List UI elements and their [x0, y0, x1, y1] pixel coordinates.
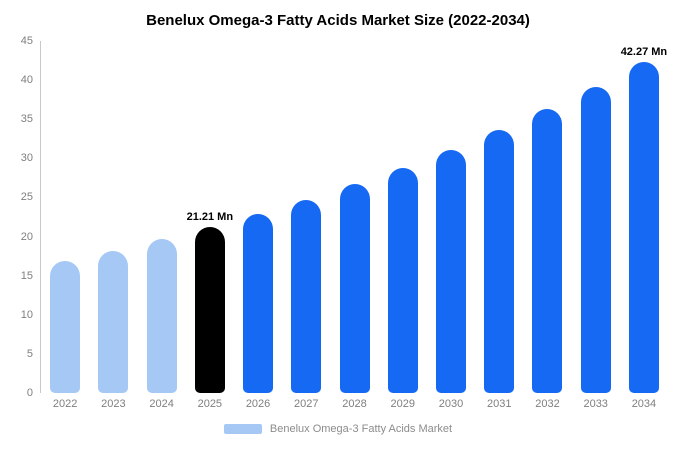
bar-2029	[387, 167, 418, 393]
x-axis-label: 2034	[631, 398, 657, 410]
bar-2028	[339, 184, 370, 393]
legend-swatch	[223, 424, 262, 434]
bar-column: 2033	[572, 41, 620, 415]
bar-2024	[146, 239, 177, 393]
x-axis-label: 2029	[390, 398, 415, 410]
x-axis-label: 2022	[52, 398, 78, 410]
y-tick-label: 20	[20, 230, 33, 243]
bar-column: 2031	[475, 41, 523, 415]
bar-column: 2032	[523, 41, 571, 415]
legend-label: Benelux Omega-3 Fatty Acids Market	[269, 423, 453, 435]
y-tick-label: 5	[26, 347, 33, 360]
y-tick-label: 30	[20, 152, 33, 165]
bar-column: 2026	[234, 41, 282, 415]
bar-2022	[50, 261, 81, 393]
bar-column: 2022	[41, 41, 89, 415]
x-axis-label: 2033	[583, 398, 608, 410]
bar-column: 42.27 Mn 2034	[620, 41, 668, 415]
bar-column: 2023	[89, 41, 137, 415]
x-axis-label: 2031	[486, 398, 512, 410]
bar-column: 2027	[282, 41, 330, 415]
bar-column: 2024	[137, 41, 185, 415]
y-tick-label: 35	[20, 113, 33, 126]
bar-2025	[194, 227, 225, 393]
bar-2023	[98, 250, 129, 393]
bar-column: 21.21 Mn 2025	[186, 41, 234, 415]
plot-area: 2022 2023 2024 21.21 Mn 2025 2026 2027 2028 2029…	[41, 41, 668, 415]
plot-row: 0 5 10 15 20 25 30 35 40 45 2022 2023 2024 21.21 Mn 2…	[8, 35, 668, 415]
x-axis-label: 2023	[101, 398, 126, 410]
y-tick-label: 0	[26, 387, 33, 399]
bar-2034	[628, 62, 659, 393]
x-axis-label: 2030	[438, 398, 464, 410]
x-axis-label: 2026	[245, 398, 271, 410]
bar-2026	[243, 213, 274, 393]
bar-2027	[291, 199, 322, 393]
y-axis: 0 5 10 15 20 25 30 35 40 45	[8, 35, 41, 399]
y-tick-label: 15	[20, 269, 33, 282]
x-axis-label: 2024	[149, 398, 174, 410]
legend: Benelux Omega-3 Fatty Acids Market	[8, 423, 668, 435]
bar-value-label: 21.21 Mn	[186, 211, 234, 224]
bar-value-label: 42.27 Mn	[620, 46, 668, 59]
x-axis-label: 2028	[342, 398, 367, 410]
bar-2031	[484, 130, 515, 393]
y-tick-label: 25	[20, 191, 33, 204]
chart-title: Benelux Omega-3 Fatty Acids Market Size …	[146, 12, 530, 29]
x-axis-label: 2025	[197, 398, 223, 410]
bar-2033	[580, 86, 611, 393]
y-tick-label: 40	[20, 74, 33, 87]
bar-column: 2030	[427, 41, 475, 415]
y-tick-label: 10	[20, 308, 33, 321]
bar-column: 2029	[379, 41, 427, 415]
x-axis-label: 2027	[294, 398, 319, 410]
bar-2032	[532, 109, 563, 393]
bar-2030	[435, 149, 466, 393]
x-axis-label: 2032	[535, 398, 560, 410]
y-tick-label: 45	[20, 35, 33, 47]
bar-column: 2028	[330, 41, 378, 415]
